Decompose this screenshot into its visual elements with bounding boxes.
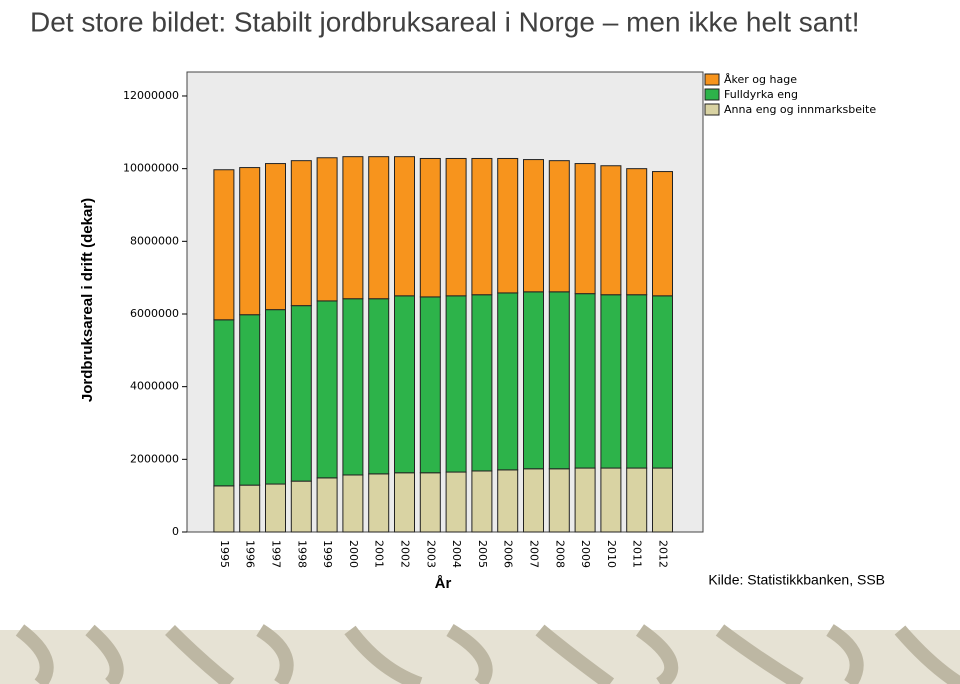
x-tick-label: 2003 (424, 540, 437, 568)
x-tick-label: 2011 (631, 540, 644, 568)
legend-swatch (704, 88, 720, 101)
legend-swatch (704, 73, 720, 86)
bar-segment (600, 467, 622, 533)
plot-area (186, 71, 704, 533)
bar-segment (290, 480, 312, 533)
x-tick-label: 2001 (373, 540, 386, 568)
x-tick-label: 1995 (218, 540, 231, 568)
bar-segment (523, 468, 544, 533)
bar-segment (265, 163, 286, 311)
y-tick-label: 10000000 (123, 162, 179, 175)
bar-segment (239, 484, 261, 533)
bar-segment (445, 157, 467, 297)
bar-segment (471, 157, 493, 296)
x-tick-label: 2012 (657, 540, 670, 568)
bar-segment (471, 470, 493, 533)
bar-segment (652, 467, 673, 533)
legend-label: Fulldyrka eng (724, 88, 798, 101)
y-tick-label: 4000000 (130, 380, 179, 393)
bar-segment (213, 169, 235, 321)
bar-segment (239, 314, 261, 486)
bar-segment (497, 157, 519, 294)
legend-label: Anna eng og innmarksbeite (724, 103, 876, 116)
x-tick-label: 2009 (579, 540, 592, 568)
x-tick-label: 2000 (347, 540, 360, 568)
bar-segment (213, 319, 235, 487)
x-tick-label: 2010 (605, 540, 618, 568)
x-tick-label: 1997 (270, 540, 283, 568)
bar-segment (239, 167, 261, 316)
bar-segment (523, 291, 544, 470)
bar-segment (497, 292, 519, 471)
legend-swatch (704, 103, 720, 116)
bar-segment (316, 300, 338, 479)
bar-segment (419, 157, 441, 298)
x-tick-label: 2004 (450, 540, 463, 568)
x-tick-label: 1999 (321, 540, 334, 568)
bar-segment (626, 294, 648, 469)
bar-segment (600, 294, 622, 469)
bar-segment (652, 171, 673, 297)
bar-segment (290, 160, 312, 307)
bar-segment (626, 168, 648, 296)
y-tick-label: 0 (172, 525, 179, 538)
bar-segment (394, 472, 415, 533)
bar-segment (574, 467, 596, 533)
bar-segment (290, 305, 312, 482)
y-tick-label: 6000000 (130, 307, 179, 320)
y-axis-label: Jordbruksareal i drift (dekar) (79, 198, 96, 402)
bar-segment (419, 296, 441, 474)
bar-segment (394, 156, 415, 297)
y-tick-label: 2000000 (130, 452, 179, 465)
bar-segment (523, 159, 544, 293)
bar-segment (471, 294, 493, 472)
bar-segment (548, 291, 570, 470)
x-tick-label: 1998 (295, 540, 308, 568)
bar-segment (368, 473, 390, 533)
bar-segment (265, 309, 286, 485)
y-tick-label: 8000000 (130, 234, 179, 247)
bar-segment (419, 472, 441, 533)
bar-segment (548, 160, 570, 293)
bar-segment (342, 298, 364, 476)
bar-segment (342, 156, 364, 300)
bar-segment (497, 469, 519, 533)
x-tick-label: 2006 (502, 540, 515, 568)
bar-segment (342, 474, 364, 533)
bar-segment (394, 295, 415, 474)
y-tick-label: 12000000 (123, 89, 179, 102)
x-tick-label: 2005 (476, 540, 489, 568)
bar-segment (652, 295, 673, 469)
x-tick-label: 1996 (244, 540, 257, 568)
bar-segment (574, 163, 596, 295)
bar-segment (213, 485, 235, 533)
bar-segment (316, 477, 338, 533)
x-tick-label: 2002 (399, 540, 412, 568)
x-tick-label: 2007 (528, 540, 541, 568)
source: Kilde: Statistikkbanken, SSB (708, 572, 885, 588)
x-axis-label: År (435, 575, 452, 592)
bar-segment (265, 483, 286, 533)
bar-segment (574, 293, 596, 469)
bar-segment (626, 467, 648, 533)
bar-segment (548, 468, 570, 533)
bar-segment (445, 471, 467, 533)
bar-segment (368, 156, 390, 300)
bar-segment (368, 298, 390, 475)
slide-title: Det store bildet: Stabilt jordbruksareal… (30, 6, 860, 37)
legend-label: Åker og hage (724, 73, 797, 86)
footer-band (0, 623, 960, 684)
x-tick-label: 2008 (553, 540, 566, 568)
bar-segment (445, 295, 467, 473)
bar-segment (600, 165, 622, 296)
bar-segment (316, 157, 338, 302)
